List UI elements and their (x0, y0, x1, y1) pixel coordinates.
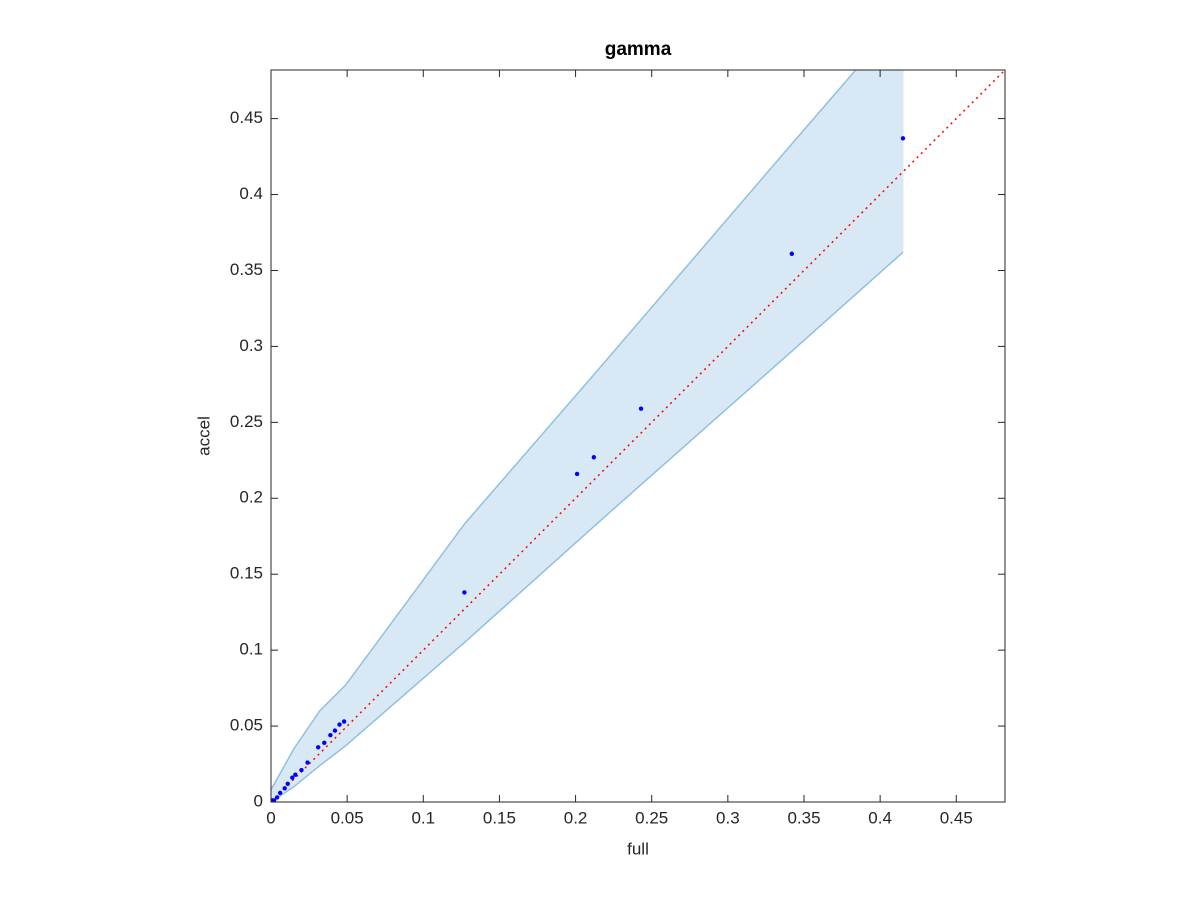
x-tick-label: 0.3 (716, 808, 740, 827)
x-tick-label: 0.4 (868, 808, 892, 827)
plot-area (271, 70, 1005, 802)
x-tick-label: 0.35 (787, 808, 820, 827)
data-point (638, 406, 644, 411)
data-point (316, 745, 321, 750)
data-point (290, 775, 295, 780)
x-tick-label: 0.15 (483, 808, 516, 827)
data-point (591, 455, 597, 460)
data-point (285, 781, 290, 786)
data-point (332, 728, 338, 733)
x-tick-label: 0.1 (411, 808, 435, 827)
data-point (299, 767, 304, 773)
data-point (322, 740, 327, 745)
data-point (328, 732, 333, 738)
data-point (305, 760, 310, 765)
x-tick-label: 0.2 (564, 808, 588, 827)
band-edge (271, 251, 904, 802)
y-tick-label: 0.3 (239, 336, 263, 355)
y-tick-label: 0.1 (239, 640, 263, 659)
data-point (574, 471, 580, 477)
y-tick-label: 0.25 (230, 412, 263, 431)
confidence-band (271, 70, 903, 802)
data-point (271, 799, 274, 802)
data-point (789, 251, 795, 256)
x-tick-label: 0 (266, 808, 275, 827)
y-tick-label: 0.45 (230, 108, 263, 127)
data-point (293, 772, 298, 777)
y-tick-label: 0.35 (230, 260, 263, 279)
x-tick-label: 0.45 (940, 808, 973, 827)
x-tick-label: 0.25 (635, 808, 668, 827)
band-edge (271, 70, 857, 791)
data-point (282, 786, 287, 791)
data-point (337, 722, 342, 727)
y-tick-label: 0.2 (239, 488, 263, 507)
data-point (341, 719, 347, 724)
data-point (274, 795, 280, 800)
axes-box (270, 69, 1006, 803)
y-tick-label: 0.15 (230, 564, 263, 583)
y-tick-label: 0.05 (230, 716, 263, 735)
y-axis-label: accel (194, 416, 213, 456)
data-point (277, 790, 283, 796)
x-tick-label: 0.05 (331, 808, 364, 827)
chart-title: gamma (605, 39, 672, 60)
data-point (900, 136, 906, 141)
axes: 0 0.05 0.1 0.15 0.2 0.25 0.3 0.35 0.4 0.45 0 0.05 0.… (230, 69, 1006, 827)
y-tick-label: 0 (254, 791, 263, 810)
y-tick-label: 0.4 (239, 184, 263, 203)
data-point (462, 590, 467, 595)
x-axis-label: full (627, 839, 649, 858)
